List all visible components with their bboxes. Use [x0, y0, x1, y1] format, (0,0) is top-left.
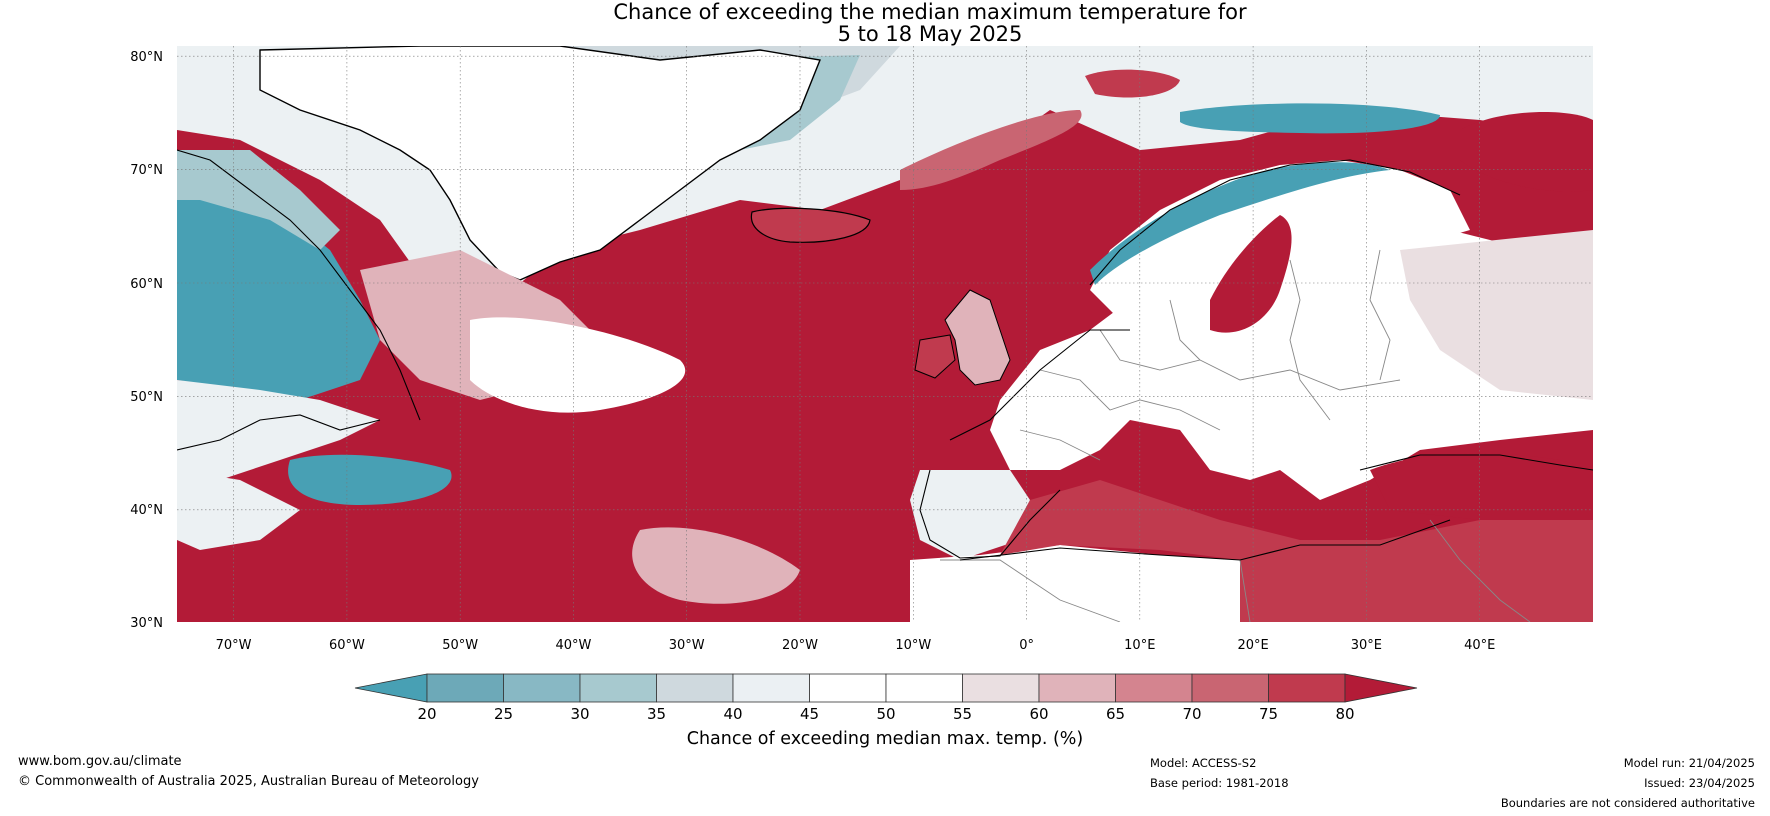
colorbar-segment	[579, 673, 657, 703]
country-borders	[940, 249, 1531, 622]
lon-label: 10°E	[1124, 638, 1155, 653]
footer-disclaimer: Boundaries are not considered authoritat…	[1500, 796, 1755, 810]
map-title-line-2: 5 to 18 May 2025	[837, 22, 1023, 46]
colorbar-tick-label: 80	[1335, 705, 1354, 723]
iberia-neutral	[910, 470, 1030, 560]
colorbar-tick-label: 60	[1029, 705, 1048, 723]
lon-label: 30°E	[1351, 638, 1382, 653]
norway-coast-cool	[1090, 162, 1390, 285]
lon-label: 60°W	[329, 638, 365, 653]
colorbar-tick-label: 20	[417, 705, 436, 723]
lon-label: 50°W	[442, 638, 478, 653]
barents-warm-patch	[1460, 111, 1593, 192]
colorbar-tick-label: 45	[800, 705, 819, 723]
svalbard-warm-patch	[1085, 69, 1180, 98]
lon-label: 20°W	[782, 638, 818, 653]
nw-atlantic-neutral	[470, 317, 686, 413]
colorbar-label: Chance of exceeding median max. temp. (%…	[687, 729, 1084, 749]
lat-label: 50°N	[130, 390, 163, 405]
colorbar-segment	[656, 673, 734, 703]
footer-copyright: © Commonwealth of Australia 2025, Austra…	[18, 774, 479, 789]
lon-label: 0°	[1019, 638, 1034, 653]
lon-label: 70°W	[216, 638, 252, 653]
lat-label: 40°N	[130, 503, 163, 518]
footer-model: Model: ACCESS-S2	[1150, 756, 1257, 770]
colorbar-tick-label: 55	[953, 705, 972, 723]
map-title-line-1: Chance of exceeding the median maximum t…	[613, 0, 1247, 24]
footer-url[interactable]: www.bom.gov.au/climate	[18, 754, 182, 769]
colorbar-tick-label: 65	[1106, 705, 1125, 723]
canada-land-neutral	[177, 380, 380, 480]
colorbar-segment	[426, 673, 504, 703]
map-gridlines	[177, 46, 1593, 622]
labrador-cool-zone	[177, 180, 380, 400]
colorbar-tick-label: 30	[570, 705, 589, 723]
ireland	[914, 334, 956, 379]
lon-label: 40°E	[1464, 638, 1495, 653]
colorbar-segment	[809, 673, 887, 703]
lat-label: 30°N	[130, 616, 163, 631]
colorbar-low-arrow	[354, 673, 428, 703]
baltic-warm	[1210, 215, 1292, 333]
footer-issued: Issued: 23/04/2025	[1644, 776, 1755, 790]
colorbar-segment	[1191, 673, 1269, 703]
arctic-warm-ribbon	[900, 110, 1082, 190]
colorbar-high-arrow	[1344, 673, 1418, 703]
lat-label: 80°N	[130, 50, 163, 65]
colorbar-tick-label: 75	[1259, 705, 1278, 723]
latitude-labels: 80°N 70°N 60°N 50°N 40°N 30°N	[130, 50, 163, 631]
longitude-labels: 70°W 60°W 50°W 40°W 30°W 20°W 10°W 0° 10…	[216, 638, 1496, 653]
barents-sea-cool-band	[1180, 103, 1440, 134]
lon-label: 20°E	[1237, 638, 1268, 653]
colorbar-segment	[732, 673, 810, 703]
iceland	[750, 207, 871, 243]
footer-model-run: Model run: 21/04/2025	[1623, 756, 1755, 770]
colorbar-segment	[1038, 673, 1116, 703]
mediterranean-warm	[1000, 480, 1593, 622]
colorbar-segment	[885, 673, 963, 703]
colorbar-tick-label: 35	[647, 705, 666, 723]
colorbar-segment	[962, 673, 1040, 703]
colorbar	[354, 673, 1418, 703]
coastlines	[177, 149, 1593, 561]
greenland-land	[259, 46, 821, 281]
black-sea-warm	[1370, 453, 1593, 520]
gulf-stream-cool	[288, 454, 452, 505]
colorbar-tick-label: 50	[876, 705, 895, 723]
colorbar-tick-labels: 20 25 30 35 40 45 50 55 60 65 70 75 80	[417, 705, 1354, 723]
lon-label: 40°W	[555, 638, 591, 653]
map-area	[177, 46, 1593, 622]
lat-label: 70°N	[130, 163, 163, 178]
lat-label: 60°N	[130, 277, 163, 292]
labrador-light-zone	[177, 150, 340, 250]
colorbar-tick-label: 40	[723, 705, 742, 723]
colorbar-tick-label: 70	[1182, 705, 1201, 723]
lon-label: 10°W	[895, 638, 931, 653]
lon-label: 30°W	[669, 638, 705, 653]
eastern-europe-light	[1400, 230, 1593, 400]
colorbar-tick-label: 25	[494, 705, 513, 723]
british-isles	[944, 289, 1011, 386]
footer-base-period: Base period: 1981-2018	[1150, 776, 1289, 790]
colorbar-segment	[1115, 673, 1193, 703]
colorbar-segment	[1268, 673, 1346, 703]
colorbar-segment	[503, 673, 581, 703]
subtropical-neutral	[632, 527, 800, 604]
north-africa-neutral	[910, 545, 1240, 622]
